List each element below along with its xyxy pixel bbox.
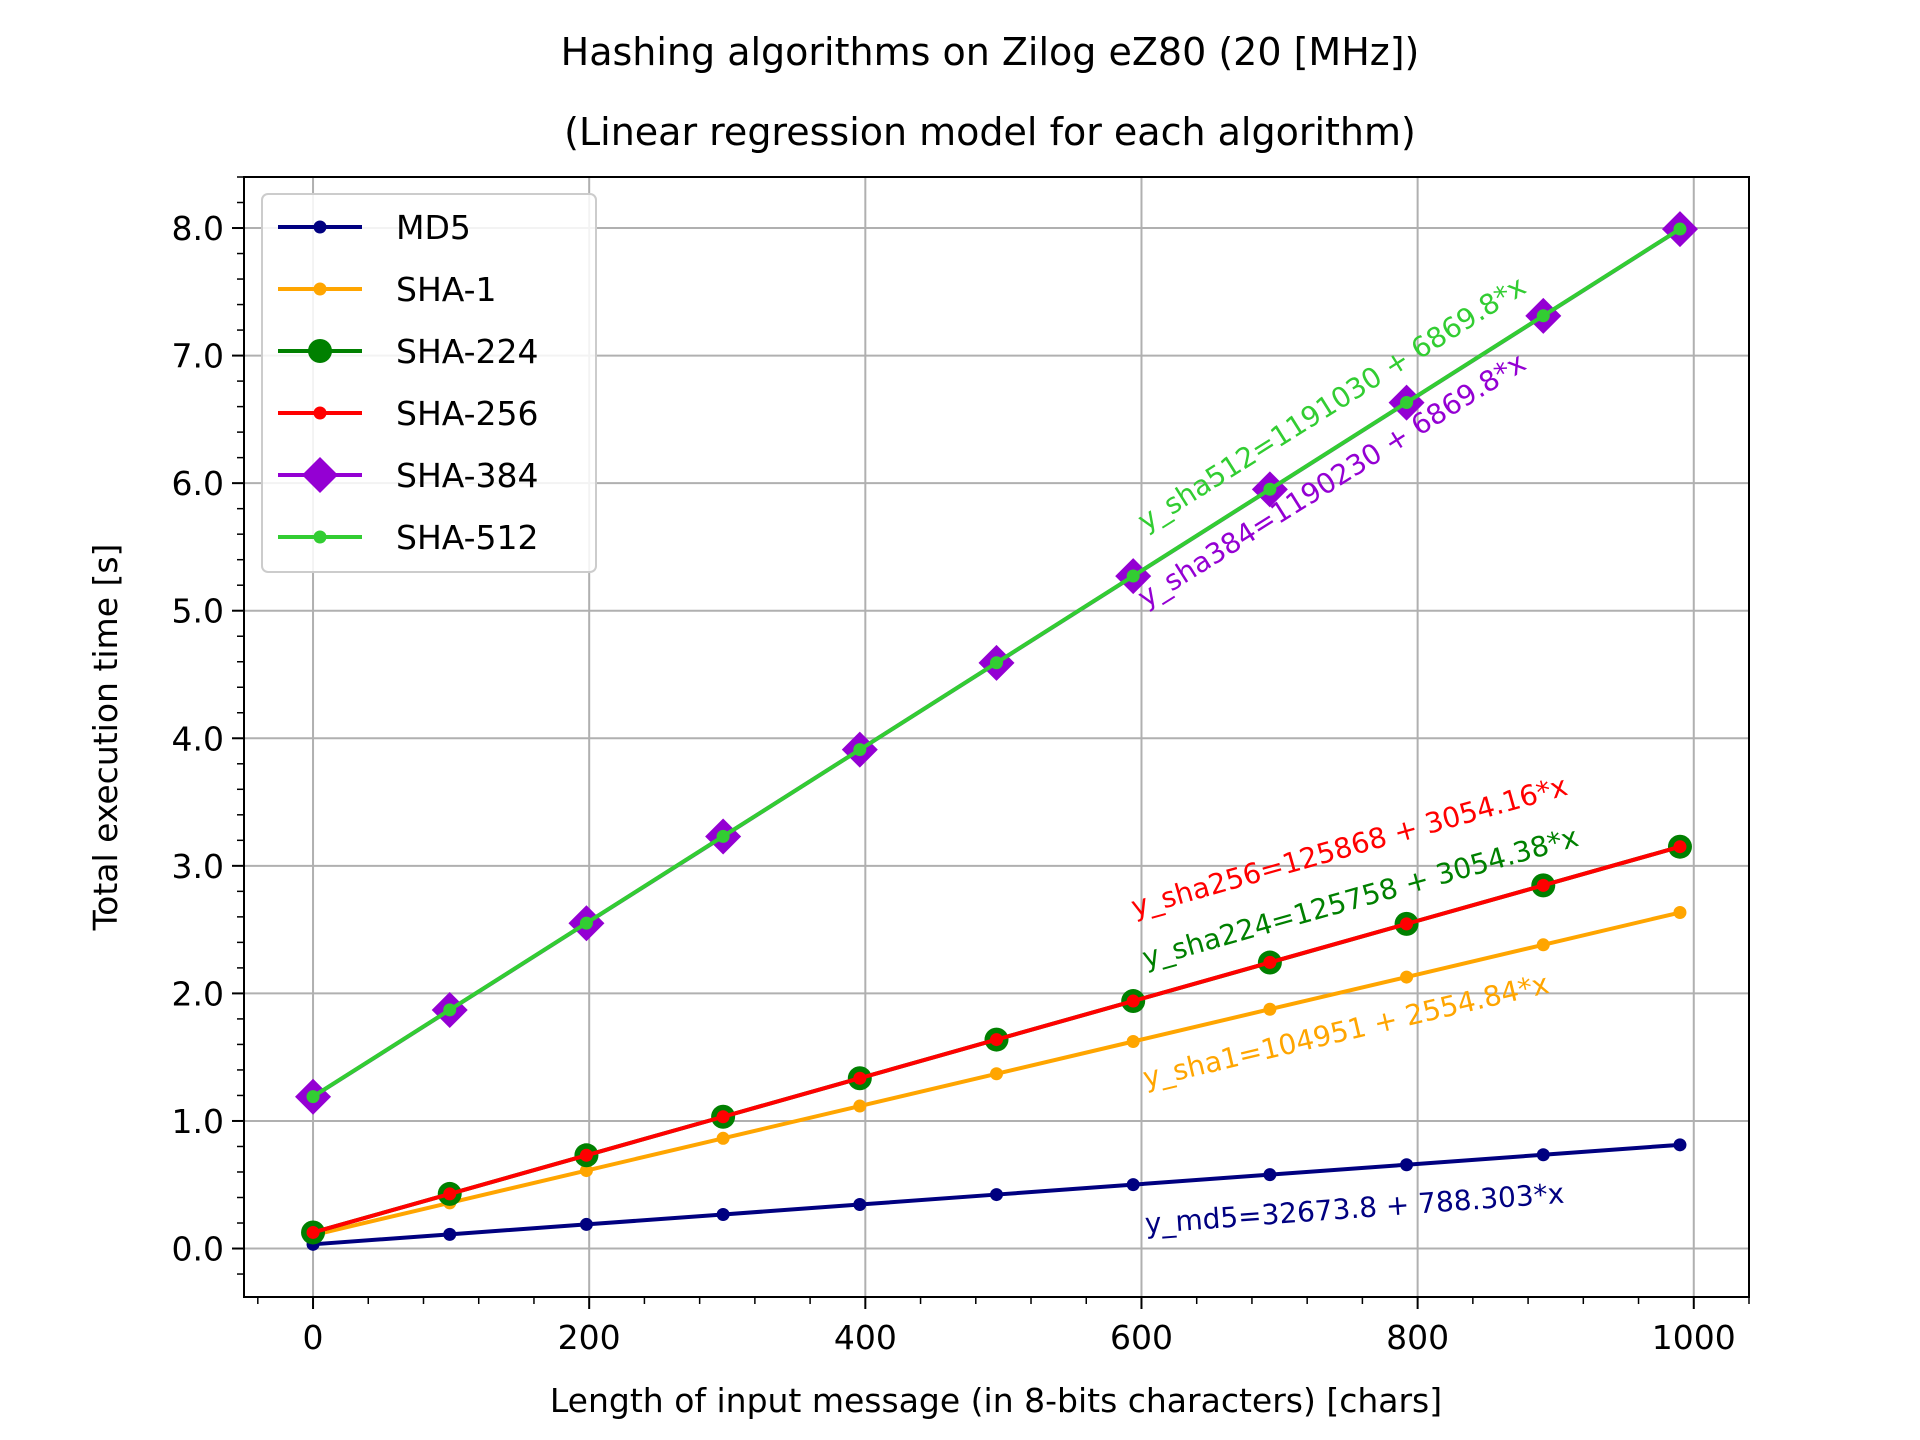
data-point-md5 xyxy=(579,1217,593,1231)
data-point-md5 xyxy=(853,1198,867,1212)
data-point-md5 xyxy=(990,1188,1003,1202)
x-tick-label: 200 xyxy=(558,1318,621,1357)
data-point-sha-256 xyxy=(716,1110,730,1124)
y-tick-label: 7.0 xyxy=(172,337,224,376)
legend-label: SHA-384 xyxy=(396,456,539,495)
data-point-sha-256 xyxy=(1673,840,1687,854)
legend-marker xyxy=(313,220,327,234)
x-tick-label: 600 xyxy=(1110,1318,1173,1357)
x-axis-label: Length of input message (in 8-bits chara… xyxy=(550,1381,1442,1420)
x-tick-label: 800 xyxy=(1386,1318,1449,1357)
legend: MD5 SHA-1 SHA-224 SHA-256 SHA-384 SHA-512 xyxy=(261,193,597,573)
data-point-sha-512 xyxy=(1673,222,1687,236)
y-tick-label: 2.0 xyxy=(172,974,224,1013)
y-axis-label: Total execution time [s] xyxy=(86,544,125,932)
data-point-sha-512 xyxy=(306,1090,320,1104)
y-tick-label: 1.0 xyxy=(172,1102,224,1141)
legend-entry-sha-256: SHA-256 xyxy=(278,394,539,433)
legend-label: SHA-256 xyxy=(396,394,539,433)
data-point-sha-256 xyxy=(853,1071,867,1085)
x-minor-ticks xyxy=(257,1297,1750,1304)
data-point-sha-1 xyxy=(853,1099,867,1113)
plot-area-frame xyxy=(243,176,1750,1298)
data-point-sha-256 xyxy=(579,1148,593,1162)
series-sha-256 xyxy=(306,840,1687,1239)
legend-marker xyxy=(308,339,332,363)
data-point-md5 xyxy=(716,1207,730,1221)
y-axis-ticks: 0.0 1.0 2.0 3.0 4.0 5.0 6.0 7.0 8.0 xyxy=(172,209,244,1269)
legend-label: MD5 xyxy=(396,208,471,247)
legend-label: SHA-1 xyxy=(396,270,497,309)
data-point-sha-512 xyxy=(1400,396,1414,410)
data-point-sha-256 xyxy=(1263,955,1277,969)
data-point-md5 xyxy=(443,1227,457,1241)
data-point-sha-1 xyxy=(1536,938,1550,952)
data-point-sha-512 xyxy=(1263,482,1277,496)
y-tick-label: 6.0 xyxy=(172,464,224,503)
regression-label: y_sha1=104951 + 2554.84*x xyxy=(1140,967,1552,1095)
data-point-md5 xyxy=(1400,1158,1414,1172)
data-point-sha-512 xyxy=(1536,309,1550,323)
legend-marker xyxy=(313,406,327,420)
data-point-md5 xyxy=(1673,1138,1687,1152)
chart-title: Hashing algorithms on Zilog eZ80 (20 [MH… xyxy=(561,30,1420,74)
chart-subtitle: (Linear regression model for each algori… xyxy=(564,110,1416,154)
data-point-sha-512 xyxy=(1126,569,1140,583)
series-md5 xyxy=(306,1138,1687,1251)
data-point-sha-1 xyxy=(579,1164,593,1178)
data-point-sha-1 xyxy=(716,1131,730,1145)
data-point-sha-512 xyxy=(443,1003,457,1017)
data-point-sha-512 xyxy=(990,656,1003,670)
y-tick-label: 5.0 xyxy=(172,592,224,631)
data-point-sha-1 xyxy=(990,1067,1003,1081)
y-tick-label: 3.0 xyxy=(172,847,224,886)
data-point-sha-512 xyxy=(579,916,593,930)
regression-annotations: y_sha512=1191030 + 6869.8*xy_sha384=1190… xyxy=(1128,269,1583,1240)
data-point-sha-256 xyxy=(1126,994,1140,1008)
legend-frame xyxy=(261,193,597,573)
x-tick-label: 1000 xyxy=(1652,1318,1736,1357)
series-sha-512 xyxy=(306,222,1687,1104)
data-point-sha-256 xyxy=(1400,917,1414,931)
regression-label: y_md5=32673.8 + 788.303*x xyxy=(1144,1177,1566,1240)
legend-label: SHA-512 xyxy=(396,518,539,557)
legend-entry-sha-384: SHA-384 xyxy=(278,456,539,495)
legend-entry-sha-512: SHA-512 xyxy=(278,518,539,557)
data-point-sha-1 xyxy=(1126,1034,1140,1048)
legend-entry-md5: MD5 xyxy=(278,208,471,247)
x-axis-ticks: 0 200 400 600 800 1000 xyxy=(303,1297,1736,1357)
data-point-sha-512 xyxy=(716,829,730,843)
data-point-md5 xyxy=(1126,1178,1140,1192)
legend-marker xyxy=(302,457,338,493)
series-lines xyxy=(295,211,1698,1251)
data-point-md5 xyxy=(1263,1168,1277,1182)
y-minor-ticks xyxy=(237,176,244,1275)
data-point-sha-256 xyxy=(306,1225,320,1239)
legend-marker xyxy=(313,530,327,544)
data-point-sha-256 xyxy=(443,1187,457,1201)
x-tick-label: 0 xyxy=(303,1318,324,1357)
legend-marker xyxy=(313,282,327,296)
legend-entry-sha-224: SHA-224 xyxy=(278,332,539,371)
data-point-sha-1 xyxy=(1263,1002,1277,1016)
data-point-md5 xyxy=(1536,1148,1550,1162)
y-tick-label: 0.0 xyxy=(172,1230,224,1269)
data-point-sha-1 xyxy=(1673,906,1687,920)
legend-entry-sha-1: SHA-1 xyxy=(278,270,497,309)
data-point-sha-512 xyxy=(853,743,867,757)
legend-label: SHA-224 xyxy=(396,332,539,371)
data-point-sha-1 xyxy=(1400,970,1414,984)
grid-lines xyxy=(244,177,1749,1297)
data-point-sha-256 xyxy=(990,1033,1003,1047)
y-tick-label: 4.0 xyxy=(172,719,224,758)
data-point-sha-256 xyxy=(1536,878,1550,892)
y-tick-label: 8.0 xyxy=(172,209,224,248)
x-tick-label: 400 xyxy=(834,1318,897,1357)
